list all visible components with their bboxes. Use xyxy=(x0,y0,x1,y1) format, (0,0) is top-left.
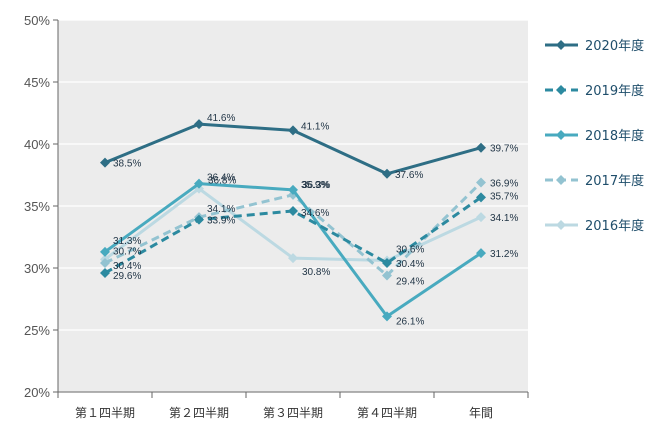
data-point-marker xyxy=(100,267,110,278)
data-label: 37.6% xyxy=(395,170,423,181)
legend-marker xyxy=(556,40,566,50)
data-label: 36.8% xyxy=(208,176,236,187)
y-tick-label: 20% xyxy=(24,385,50,400)
x-tick-label: 第１四半期 xyxy=(75,406,135,420)
y-tick-label: 25% xyxy=(24,323,50,338)
legend-label: 2017年度 xyxy=(585,173,644,189)
data-label: 36.3% xyxy=(302,180,330,191)
data-label: 34.6% xyxy=(301,208,329,219)
data-label: 35.7% xyxy=(490,191,518,202)
data-point-marker xyxy=(288,125,298,136)
data-label: 31.3% xyxy=(113,236,141,247)
data-point-marker xyxy=(288,205,298,216)
legend-marker xyxy=(556,130,566,140)
data-label: 30.7% xyxy=(113,246,141,257)
data-label: 30.6% xyxy=(396,245,424,256)
data-point-marker xyxy=(476,212,486,223)
legend: 2020年度 2019年度 2018年度 2017年度 2016年度 xyxy=(545,38,644,234)
y-tick-label: 30% xyxy=(24,261,50,276)
data-label: 38.5% xyxy=(113,159,141,170)
legend-item: 2020年度 xyxy=(545,38,644,54)
data-label: 26.1% xyxy=(396,316,424,327)
data-label: 30.4% xyxy=(113,261,141,272)
y-axis: 20% 25% 30% 35% 40% 45% 50% xyxy=(24,13,59,400)
data-label: 29.6% xyxy=(113,271,141,282)
data-label: 39.7% xyxy=(490,144,518,155)
data-point-marker xyxy=(476,142,486,153)
data-label: 34.1% xyxy=(490,213,518,224)
data-point-marker xyxy=(382,270,392,281)
legend-item: 2016年度 xyxy=(545,218,644,234)
data-point-marker xyxy=(194,214,204,225)
legend-marker xyxy=(556,220,566,230)
data-point-marker xyxy=(194,178,204,189)
data-label: 30.4% xyxy=(396,259,424,270)
legend-item: 2018年度 xyxy=(545,128,644,144)
x-tick-label: 年間 xyxy=(469,406,493,420)
data-label: 30.8% xyxy=(302,267,330,278)
legend-label: 2016年度 xyxy=(585,218,644,234)
data-point-marker xyxy=(100,246,110,257)
legend-label: 2018年度 xyxy=(585,128,644,144)
x-tick-label: 第４四半期 xyxy=(357,406,417,420)
series-group xyxy=(100,119,486,322)
legend-marker xyxy=(556,85,566,95)
data-point-marker xyxy=(288,253,298,264)
data-label: 36.9% xyxy=(490,178,518,189)
data-point-marker xyxy=(382,168,392,179)
y-tick-label: 45% xyxy=(24,75,50,90)
x-tick-label: 第２四半期 xyxy=(169,406,229,420)
data-labels: 38.5% 41.6% 41.1% 37.6% 39.7% 29.6% 33.9% 34.6%… xyxy=(113,113,518,327)
legend-item: 2017年度 xyxy=(545,173,644,189)
data-point-marker xyxy=(288,184,298,195)
legend-label: 2020年度 xyxy=(585,38,644,54)
data-point-marker xyxy=(476,177,486,188)
data-label: 41.6% xyxy=(207,113,235,124)
legend-item: 2019年度 xyxy=(545,83,644,99)
data-point-marker xyxy=(100,157,110,168)
legend-label: 2019年度 xyxy=(585,83,644,99)
data-point-marker xyxy=(382,311,392,322)
y-tick-label: 40% xyxy=(24,137,50,152)
data-label: 31.2% xyxy=(490,249,518,260)
data-point-marker xyxy=(194,119,204,130)
data-label: 36.4% xyxy=(207,173,235,184)
data-label: 34.1% xyxy=(207,204,235,215)
legend-marker xyxy=(556,175,566,185)
data-point-marker xyxy=(476,248,486,259)
data-point-marker xyxy=(476,192,486,203)
data-label: 33.9% xyxy=(207,216,235,227)
y-tick-label: 50% xyxy=(24,13,50,28)
x-tick-label: 第３四半期 xyxy=(263,406,323,420)
data-label: 41.1% xyxy=(301,121,329,132)
data-label: 35.9% xyxy=(301,180,329,191)
x-axis: 第１四半期 第２四半期 第３四半期 第４四半期 年間 xyxy=(57,391,529,420)
data-point-marker xyxy=(100,258,110,269)
data-label: 29.4% xyxy=(396,276,424,287)
data-point-marker xyxy=(382,258,392,269)
y-tick-label: 35% xyxy=(24,199,50,214)
